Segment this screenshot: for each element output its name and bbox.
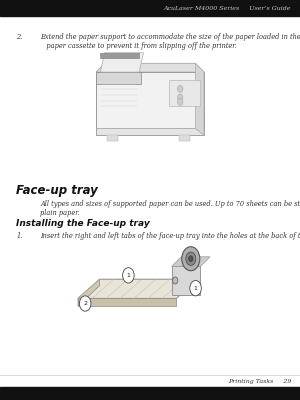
Text: Insert the right and left tabs of the face-up tray into the holes at the back of: Insert the right and left tabs of the fa… bbox=[40, 232, 300, 240]
Polygon shape bbox=[100, 53, 143, 72]
Polygon shape bbox=[96, 72, 141, 84]
Text: 1: 1 bbox=[127, 273, 130, 278]
Text: Extend the paper support to accommodate the size of the paper loaded in the MP t: Extend the paper support to accommodate … bbox=[40, 33, 300, 50]
Circle shape bbox=[178, 94, 183, 101]
Circle shape bbox=[194, 282, 200, 289]
Text: 1: 1 bbox=[194, 286, 197, 291]
Polygon shape bbox=[195, 63, 204, 136]
FancyBboxPatch shape bbox=[179, 136, 190, 141]
Polygon shape bbox=[100, 53, 139, 58]
Text: Printing Tasks     29: Printing Tasks 29 bbox=[228, 379, 291, 384]
Circle shape bbox=[186, 252, 196, 266]
Polygon shape bbox=[78, 279, 100, 306]
FancyBboxPatch shape bbox=[169, 80, 200, 106]
Circle shape bbox=[172, 277, 178, 284]
Text: 1.: 1. bbox=[16, 232, 22, 240]
Text: 2.: 2. bbox=[16, 33, 22, 41]
FancyBboxPatch shape bbox=[172, 266, 200, 295]
Polygon shape bbox=[78, 279, 198, 298]
Text: AcuLaser M4000 Series     User’s Guide: AcuLaser M4000 Series User’s Guide bbox=[164, 6, 291, 10]
Polygon shape bbox=[78, 298, 176, 306]
Polygon shape bbox=[172, 257, 210, 266]
Bar bbox=[0, 387, 300, 400]
Circle shape bbox=[123, 268, 134, 283]
Text: All types and sizes of supported paper can be used. Up to 70 sheets can be stack: All types and sizes of supported paper c… bbox=[40, 200, 300, 217]
Circle shape bbox=[182, 247, 200, 271]
Text: Installing the Face-up tray: Installing the Face-up tray bbox=[16, 219, 150, 228]
Polygon shape bbox=[96, 63, 204, 72]
FancyBboxPatch shape bbox=[107, 136, 118, 141]
Circle shape bbox=[80, 296, 91, 311]
FancyBboxPatch shape bbox=[96, 72, 204, 136]
Text: Face-up tray: Face-up tray bbox=[16, 184, 98, 197]
Circle shape bbox=[190, 280, 201, 296]
Bar bbox=[0, 0, 300, 16]
Polygon shape bbox=[96, 128, 204, 136]
Circle shape bbox=[178, 98, 183, 106]
Circle shape bbox=[189, 256, 193, 262]
Circle shape bbox=[178, 85, 183, 92]
Text: 2: 2 bbox=[83, 301, 87, 306]
